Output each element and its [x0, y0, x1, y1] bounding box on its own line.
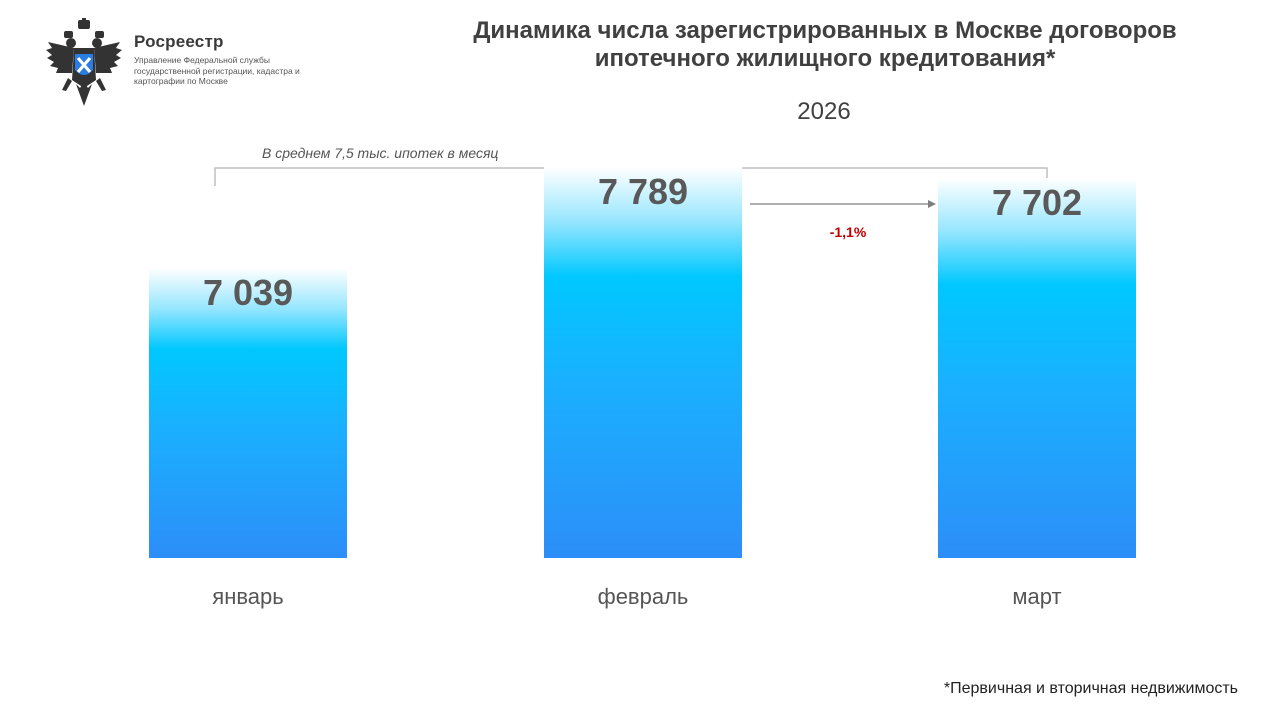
organization-name: Росреестр [134, 32, 224, 51]
bar-2 [544, 166, 742, 558]
organization-subtitle: Управление Федеральной службы государств… [134, 55, 300, 86]
category-label: февраль [597, 584, 689, 609]
category-label: январь [212, 584, 284, 609]
chart-year: 2026 [797, 98, 851, 125]
rosreestr-logo: Росреестр Управление Федеральной службы … [44, 18, 314, 110]
average-annotation: В среднем 7,5 тыс. ипотек в месяц [262, 145, 499, 161]
double-headed-eagle-emblem-icon [46, 18, 122, 106]
bar-3 [938, 178, 1136, 558]
change-arrow-head [928, 200, 936, 208]
change-annotation: -1,1% [829, 224, 867, 240]
chart-title: Динамика числа зарегистрированных в Моск… [473, 17, 1177, 72]
bar-value-label: 7 702 [991, 182, 1083, 224]
footnote: *Первичная и вторичная недвижимость [943, 680, 1238, 697]
bar-value-label: 7 039 [202, 272, 294, 314]
bar-1 [149, 268, 347, 558]
bar-value-label: 7 789 [597, 170, 689, 212]
category-label: март [1012, 584, 1062, 609]
